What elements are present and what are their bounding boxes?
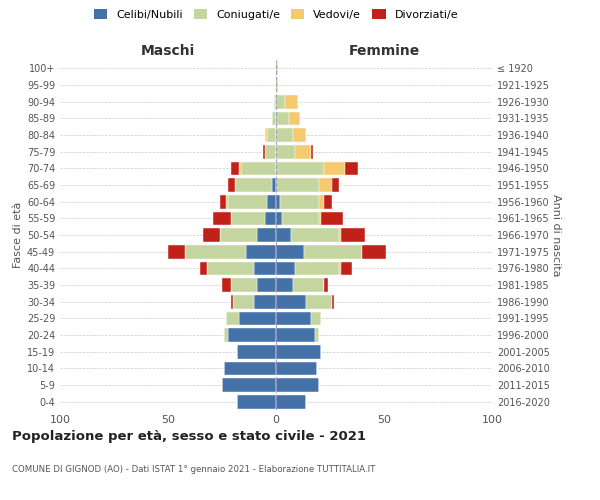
Bar: [332, 295, 334, 308]
Bar: [226, 195, 229, 208]
Bar: [229, 195, 268, 208]
Text: Maschi: Maschi: [141, 44, 195, 58]
Bar: [224, 362, 276, 375]
Bar: [276, 145, 295, 158]
Bar: [203, 228, 220, 242]
Bar: [293, 278, 323, 292]
Text: COMUNE DI GIGNOD (AO) - Dati ISTAT 1° gennaio 2021 - Elaborazione TUTTITALIA.IT: COMUNE DI GIGNOD (AO) - Dati ISTAT 1° ge…: [12, 465, 376, 474]
Text: Popolazione per età, sesso e stato civile - 2021: Popolazione per età, sesso e stato civil…: [12, 430, 366, 443]
Bar: [276, 62, 278, 75]
Bar: [254, 295, 276, 308]
Text: Femmine: Femmine: [349, 44, 419, 58]
Bar: [220, 195, 226, 208]
Bar: [268, 128, 276, 142]
Bar: [276, 228, 291, 242]
Bar: [345, 162, 358, 175]
Bar: [220, 228, 257, 242]
Bar: [276, 162, 323, 175]
Bar: [291, 228, 338, 242]
Bar: [276, 245, 304, 258]
Bar: [319, 178, 332, 192]
Bar: [293, 128, 306, 142]
Bar: [341, 228, 365, 242]
Bar: [362, 245, 386, 258]
Bar: [235, 178, 272, 192]
Legend: Celibi/Nubili, Coniugati/e, Vedovi/e, Divorziati/e: Celibi/Nubili, Coniugati/e, Vedovi/e, Di…: [89, 5, 463, 24]
Bar: [276, 362, 317, 375]
Bar: [214, 212, 230, 225]
Bar: [284, 95, 298, 108]
Bar: [230, 162, 239, 175]
Bar: [315, 328, 319, 342]
Bar: [341, 262, 352, 275]
Bar: [226, 312, 239, 325]
Bar: [185, 245, 246, 258]
Bar: [319, 212, 322, 225]
Bar: [265, 128, 268, 142]
Bar: [230, 278, 257, 292]
Bar: [276, 212, 283, 225]
Bar: [276, 178, 319, 192]
Bar: [222, 278, 230, 292]
Bar: [168, 245, 185, 258]
Bar: [237, 395, 276, 408]
Bar: [230, 212, 265, 225]
Y-axis label: Fasce di età: Fasce di età: [13, 202, 23, 268]
Bar: [257, 278, 276, 292]
Bar: [276, 112, 289, 125]
Bar: [222, 378, 276, 392]
Bar: [323, 162, 345, 175]
Bar: [276, 312, 311, 325]
Bar: [237, 345, 276, 358]
Bar: [276, 345, 322, 358]
Bar: [229, 178, 235, 192]
Bar: [276, 378, 319, 392]
Bar: [233, 295, 254, 308]
Bar: [263, 145, 265, 158]
Bar: [323, 278, 328, 292]
Bar: [274, 95, 276, 108]
Bar: [272, 112, 276, 125]
Bar: [280, 195, 319, 208]
Bar: [295, 262, 338, 275]
Bar: [306, 295, 332, 308]
Bar: [229, 328, 276, 342]
Bar: [246, 245, 276, 258]
Bar: [276, 278, 293, 292]
Bar: [265, 212, 276, 225]
Bar: [268, 195, 276, 208]
Bar: [276, 328, 315, 342]
Bar: [239, 312, 276, 325]
Bar: [276, 95, 284, 108]
Bar: [276, 78, 278, 92]
Bar: [276, 295, 306, 308]
Bar: [257, 228, 276, 242]
Bar: [254, 262, 276, 275]
Bar: [276, 395, 306, 408]
Bar: [276, 262, 295, 275]
Bar: [230, 295, 233, 308]
Bar: [338, 262, 341, 275]
Bar: [224, 328, 229, 342]
Bar: [295, 145, 311, 158]
Bar: [276, 195, 280, 208]
Bar: [283, 212, 319, 225]
Bar: [200, 262, 207, 275]
Bar: [239, 162, 241, 175]
Bar: [207, 262, 254, 275]
Bar: [323, 195, 332, 208]
Bar: [311, 145, 313, 158]
Y-axis label: Anni di nascita: Anni di nascita: [551, 194, 561, 276]
Bar: [332, 178, 338, 192]
Bar: [272, 178, 276, 192]
Bar: [319, 195, 323, 208]
Bar: [241, 162, 276, 175]
Bar: [304, 245, 362, 258]
Bar: [289, 112, 300, 125]
Bar: [265, 145, 276, 158]
Bar: [338, 228, 341, 242]
Bar: [311, 312, 322, 325]
Bar: [276, 128, 293, 142]
Bar: [322, 212, 343, 225]
